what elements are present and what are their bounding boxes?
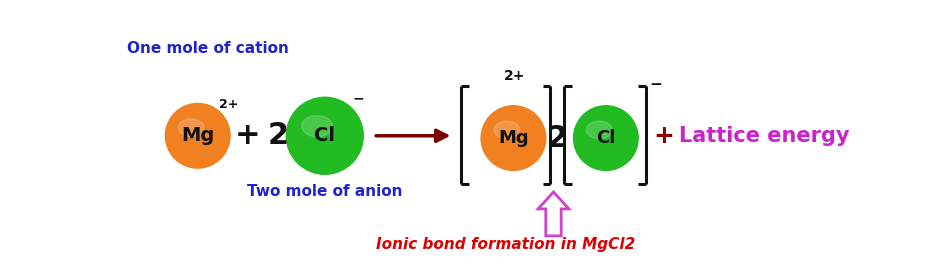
Ellipse shape	[494, 121, 520, 139]
Text: 2+: 2+	[505, 69, 526, 83]
Circle shape	[166, 103, 230, 168]
Text: +: +	[653, 124, 674, 148]
Text: 2: 2	[268, 121, 289, 150]
Text: Lattice energy: Lattice energy	[679, 126, 849, 146]
Text: 2: 2	[546, 124, 568, 153]
Text: +: +	[235, 121, 260, 150]
Text: −: −	[649, 77, 662, 92]
Circle shape	[481, 106, 545, 170]
Ellipse shape	[586, 121, 613, 139]
Text: Two mole of anion: Two mole of anion	[247, 184, 402, 199]
Text: Ionic bond formation in MgCl2: Ionic bond formation in MgCl2	[376, 237, 635, 252]
Circle shape	[286, 97, 364, 174]
Text: 2+: 2+	[219, 98, 238, 111]
Ellipse shape	[178, 119, 205, 136]
Text: Cl: Cl	[597, 129, 616, 147]
Text: Mg: Mg	[498, 129, 528, 147]
Text: −: −	[352, 91, 365, 105]
Ellipse shape	[302, 116, 332, 137]
Text: Cl: Cl	[314, 126, 335, 145]
Text: Mg: Mg	[181, 126, 214, 145]
Circle shape	[574, 106, 638, 170]
Text: One mole of cation: One mole of cation	[127, 41, 289, 56]
